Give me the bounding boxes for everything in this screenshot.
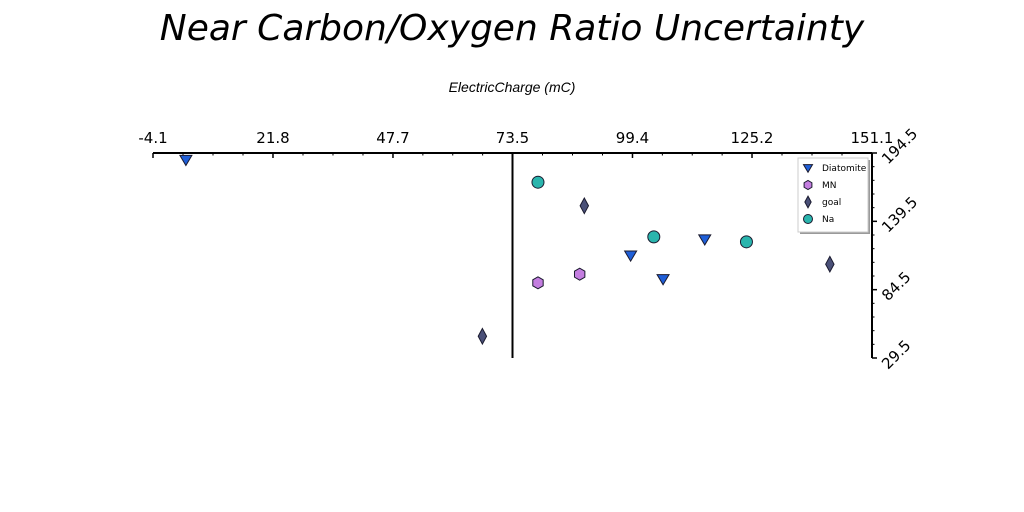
point-na <box>739 235 753 249</box>
point-goal <box>477 327 488 346</box>
point-na <box>531 175 545 189</box>
point-goal <box>579 196 590 215</box>
legend-label: Na <box>822 215 834 225</box>
legend-label: Diatomite <box>822 164 867 174</box>
legend-marker-goal <box>804 195 812 209</box>
x-tick-label: 151.1 <box>851 129 894 147</box>
x-tick-label: -4.1 <box>138 129 167 147</box>
legend-label: MN <box>822 181 837 191</box>
point-mn <box>573 267 586 281</box>
x-tick-label: 47.7 <box>376 129 409 147</box>
point-diatomite <box>656 274 670 286</box>
point-diatomite <box>623 250 638 263</box>
x-tick-label: 99.4 <box>616 129 649 147</box>
y-tick-label: 29.5 <box>878 336 914 372</box>
y-tick-label: 84.5 <box>878 268 914 304</box>
chart-title: Near Carbon/Oxygen Ratio Uncertainty <box>159 8 865 49</box>
x-tick-label: 73.5 <box>496 129 529 147</box>
x-tick-label: 21.8 <box>256 129 289 147</box>
point-diatomite <box>179 154 193 167</box>
legend-marker-na <box>803 214 813 224</box>
point-mn <box>532 276 544 290</box>
point-na <box>647 230 661 244</box>
data-points <box>179 154 850 346</box>
y-tick-label: 139.5 <box>878 193 921 236</box>
legend-label: goal <box>822 198 841 208</box>
legend-marker-diatomite <box>802 164 814 174</box>
point-goal <box>825 255 835 274</box>
legend-marker-mn <box>803 179 813 191</box>
x-axis-label: ElectricCharge (mC) <box>449 79 576 95</box>
x-tick-label: 125.2 <box>731 129 774 147</box>
legend: Diatomite MN goal Na <box>797 157 870 234</box>
point-diatomite <box>697 234 712 247</box>
